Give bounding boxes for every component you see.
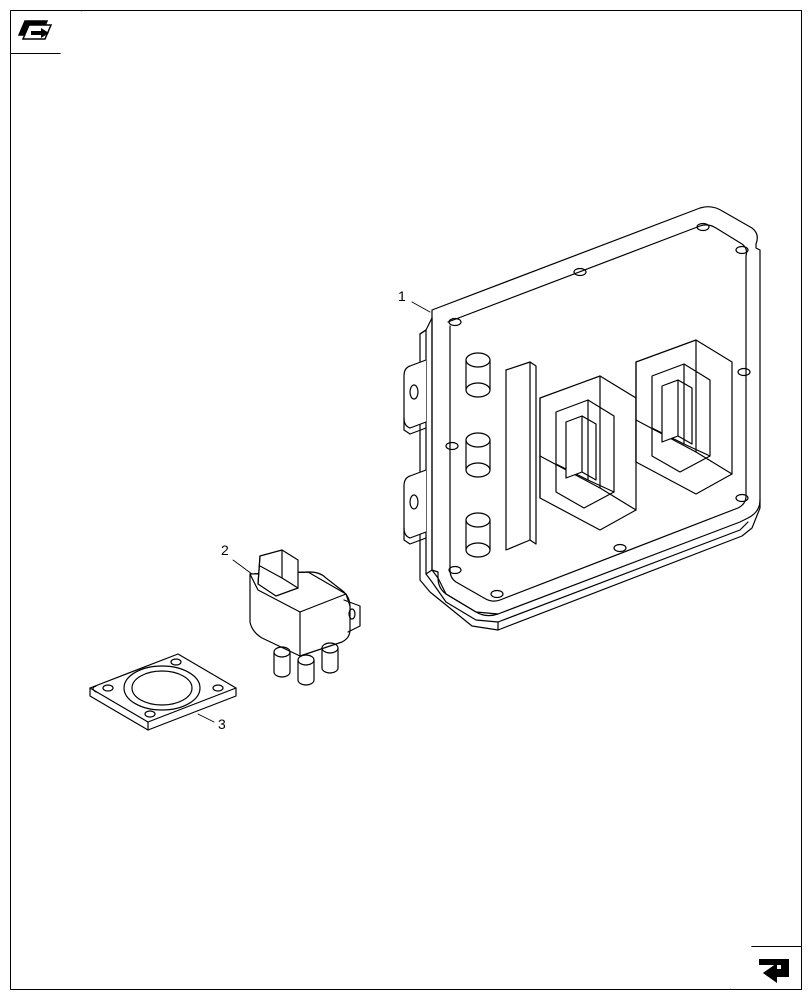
callout-label-3: 3	[218, 716, 226, 732]
part-1-module	[404, 207, 760, 630]
part-2-sensor	[250, 550, 360, 685]
callout-label-2: 2	[221, 542, 229, 558]
callout-label-1: 1	[398, 288, 406, 304]
parts-diagram	[0, 0, 812, 1000]
part-3-gasket	[90, 654, 236, 730]
